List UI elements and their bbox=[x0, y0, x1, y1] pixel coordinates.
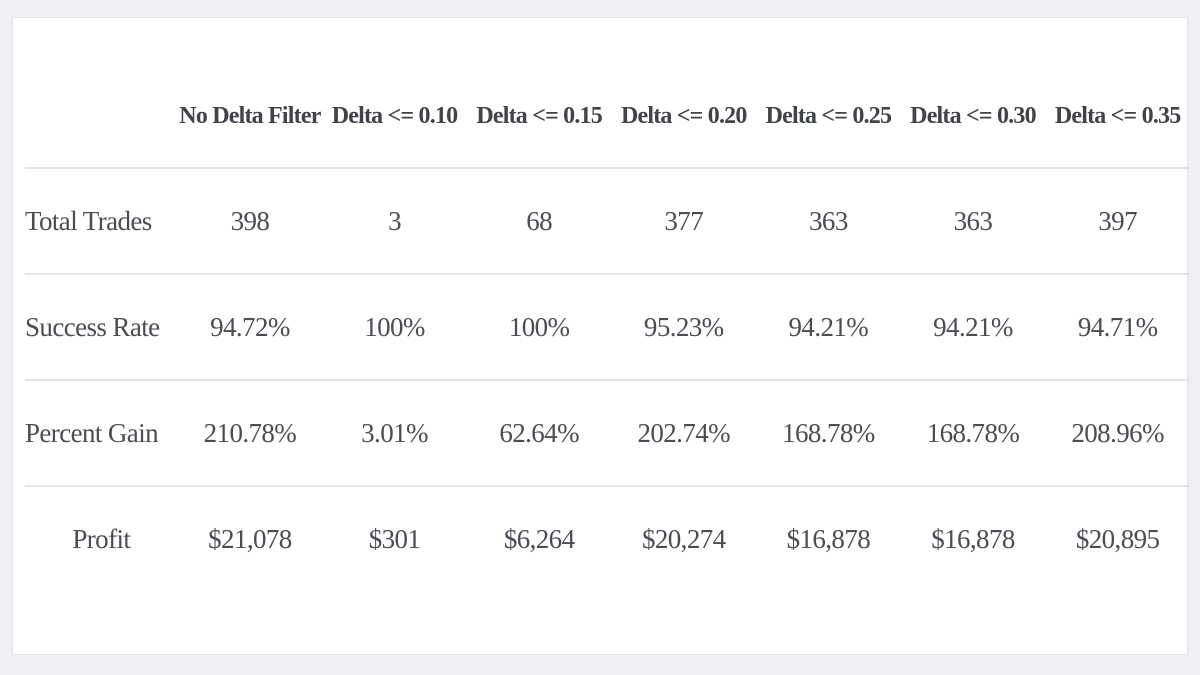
table-row-profit: Profit $21,078 $301 $6,264 $20,274 $16,8… bbox=[25, 486, 1190, 591]
table-row-success-rate: Success Rate 94.72% 100% 100% 95.23% 94.… bbox=[25, 274, 1190, 381]
table-cell: 100% bbox=[322, 274, 467, 381]
table-cell: 68 bbox=[466, 168, 612, 275]
table-cell: 168.78% bbox=[756, 380, 901, 487]
table-cell: 168.78% bbox=[900, 380, 1046, 487]
table-cell: $301 bbox=[368, 523, 421, 554]
table-cell: $20,274 bbox=[641, 523, 726, 554]
header-cell-delta-0-15: Delta <= 0.15 bbox=[466, 66, 612, 169]
table-cell: $16,878 bbox=[931, 523, 1015, 554]
row-label-total-trades: Total Trades bbox=[25, 168, 178, 275]
results-card: No Delta Filter Delta <= 0.10 Delta <= 0… bbox=[12, 17, 1190, 655]
header-cell-delta-0-25: Delta <= 0.25 bbox=[756, 66, 901, 169]
table-cell: $21,078 bbox=[208, 523, 292, 554]
header-cell-empty bbox=[25, 66, 178, 169]
header-cell-delta-0-10: Delta <= 0.10 bbox=[322, 66, 467, 169]
header-cell-delta-0-20: Delta <= 0.20 bbox=[611, 66, 757, 169]
table-cell: 3 bbox=[322, 168, 467, 275]
row-label-percent-gain: Percent Gain bbox=[25, 380, 178, 487]
table-cell: 3.01% bbox=[322, 380, 467, 487]
header-cell-delta-0-30: Delta <= 0.30 bbox=[900, 66, 1046, 169]
table-cell: 62.64% bbox=[466, 380, 612, 487]
table-header-row: No Delta Filter Delta <= 0.10 Delta <= 0… bbox=[25, 66, 1190, 169]
header-cell-delta-0-35: Delta <= 0.35 bbox=[1045, 66, 1190, 169]
table-cell: 94.72% bbox=[177, 274, 323, 381]
table-cell: 95.23% bbox=[611, 274, 757, 381]
table-cell: 208.96% bbox=[1045, 380, 1190, 487]
table-cell: $20,895 bbox=[1075, 523, 1160, 554]
header-cell-no-delta-filter: No Delta Filter bbox=[177, 66, 323, 169]
table-cell: 363 bbox=[900, 168, 1046, 275]
delta-filter-results-table: No Delta Filter Delta <= 0.10 Delta <= 0… bbox=[25, 66, 1190, 591]
table-cell: 210.78% bbox=[177, 380, 323, 487]
table-cell: 94.21% bbox=[900, 274, 1046, 381]
table-cell: 202.74% bbox=[611, 380, 757, 487]
table-cell: 397 bbox=[1045, 168, 1190, 275]
table-cell: 94.21% bbox=[756, 274, 901, 381]
table-cell: 398 bbox=[177, 168, 323, 275]
table-cell: 363 bbox=[756, 168, 901, 275]
table-cell: $16,878 bbox=[786, 523, 871, 554]
table-cell: 100% bbox=[466, 274, 612, 381]
table-cell: 377 bbox=[611, 168, 757, 275]
table-cell: $6,264 bbox=[503, 523, 575, 554]
table-row-percent-gain: Percent Gain 210.78% 3.01% 62.64% 202.74… bbox=[25, 380, 1190, 487]
row-label-profit: Profit bbox=[72, 523, 131, 554]
row-label-success-rate: Success Rate bbox=[25, 274, 178, 381]
table-cell: 94.71% bbox=[1045, 274, 1190, 381]
table-row-total-trades: Total Trades 398 3 68 377 363 363 397 bbox=[25, 168, 1190, 275]
